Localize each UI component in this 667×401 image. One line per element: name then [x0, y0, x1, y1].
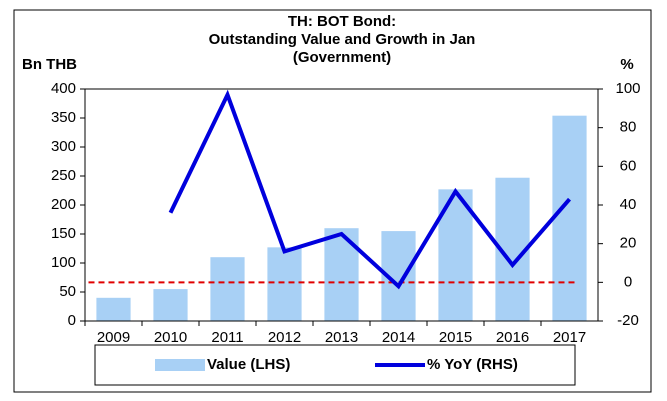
- y-tick-label: 300: [51, 138, 76, 155]
- y-tick-label: 150: [51, 225, 76, 242]
- chart-frame: [13, 9, 652, 393]
- bar: [324, 228, 359, 321]
- y-tick-label: 350: [51, 109, 76, 126]
- x-tick-label: 2013: [325, 329, 358, 346]
- line-series: [168, 89, 572, 290]
- y2-tick-label: -20: [617, 312, 639, 329]
- x-tick-label: 2014: [382, 329, 415, 346]
- bar: [552, 115, 587, 322]
- y-tick-label: 50: [59, 283, 76, 300]
- x-tick-label: 2011: [211, 329, 243, 346]
- legend-swatch: [155, 359, 205, 371]
- y-tick-label: 100: [51, 254, 76, 271]
- x-tick-label: 2010: [154, 329, 187, 346]
- y2-tick-label: 80: [620, 119, 637, 136]
- plot-frame: [84, 88, 599, 322]
- y-tick-label: 250: [51, 167, 76, 184]
- y-tick-label: 0: [68, 312, 76, 329]
- x-tick-label: 2009: [97, 329, 130, 346]
- y2-axis-label: %: [620, 56, 633, 73]
- y2-tick-label: 60: [620, 157, 637, 174]
- x-tick-label: 2017: [553, 329, 586, 346]
- x-tick-label: 2012: [268, 329, 301, 346]
- bar: [96, 297, 131, 321]
- y-tick-label: 400: [51, 80, 76, 97]
- x-tick-label: 2015: [439, 329, 472, 346]
- y2-tick-label: 20: [620, 235, 637, 252]
- y2-tick-label: 0: [624, 273, 632, 290]
- chart-title: TH: BOT Bond:: [288, 13, 396, 30]
- bar: [267, 247, 302, 321]
- chart-title: Outstanding Value and Growth in Jan: [209, 31, 476, 48]
- x-tick-label: 2016: [496, 329, 529, 346]
- legend-label: % YoY (RHS): [427, 356, 518, 373]
- chart-title: (Government): [293, 49, 391, 66]
- y2-tick-label: 40: [620, 196, 637, 213]
- bar: [210, 257, 245, 321]
- bar: [153, 289, 188, 321]
- legend-label: Value (LHS): [207, 356, 290, 373]
- y-axis-label: Bn THB: [22, 56, 77, 73]
- y2-tick-label: 100: [615, 80, 640, 97]
- y-tick-label: 200: [51, 196, 76, 213]
